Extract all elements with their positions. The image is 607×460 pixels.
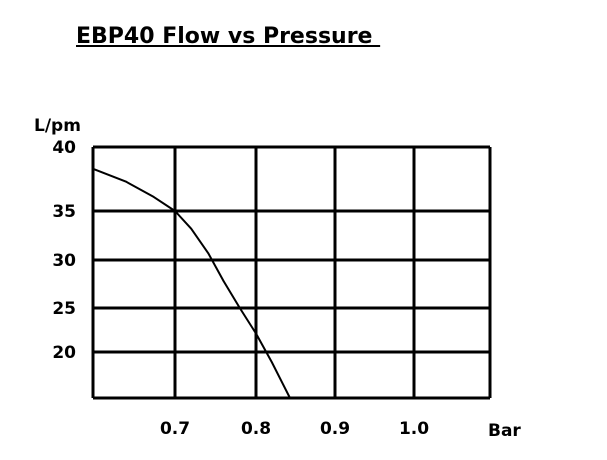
- x-tick-label: 1.0: [399, 419, 429, 439]
- chart-title: EBP40 Flow vs Pressure: [76, 24, 381, 49]
- data-point: [152, 196, 155, 198]
- y-tick-label: 40: [52, 138, 76, 158]
- x-tick-label: 0.7: [160, 419, 190, 439]
- data-point: [255, 332, 257, 335]
- data-point: [289, 397, 291, 399]
- flow-curve: [92, 167, 291, 399]
- y-tick-label: 30: [52, 251, 76, 271]
- y-tick-label: 35: [52, 202, 76, 222]
- x-axis-label: Bar: [488, 421, 521, 441]
- data-point: [174, 210, 176, 212]
- data-point: [92, 167, 94, 170]
- y-axis-label: L/pm: [34, 116, 81, 136]
- x-tick-label: 0.8: [241, 419, 271, 439]
- data-point: [125, 180, 127, 183]
- data-point: [239, 307, 241, 309]
- x-tick-label: 0.9: [320, 419, 350, 439]
- y-tick-label: 20: [52, 343, 76, 363]
- y-tick-label: 25: [52, 299, 76, 319]
- data-point: [271, 361, 273, 363]
- data-point: [222, 280, 225, 282]
- data-point: [190, 227, 192, 230]
- data-point: [207, 252, 210, 254]
